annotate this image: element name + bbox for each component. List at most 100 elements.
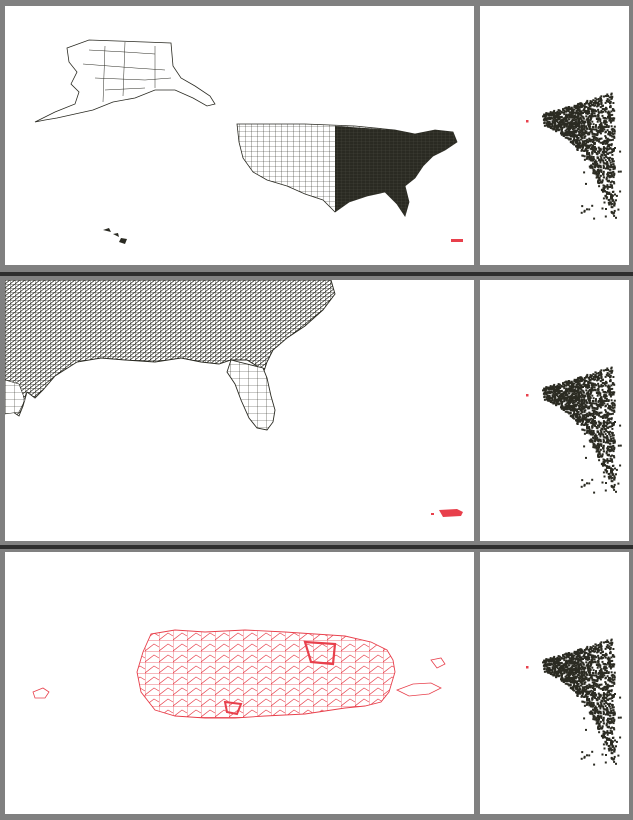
- scatter-point: [598, 131, 601, 134]
- puerto-rico-map-icon[interactable]: [136, 629, 396, 719]
- scatter-point: [613, 202, 616, 205]
- scatter-point: [583, 410, 586, 413]
- scatter-point: [560, 384, 563, 387]
- scatter-point: [562, 117, 565, 120]
- scatter-point: [559, 125, 562, 128]
- scatter-point: [579, 684, 582, 687]
- scatter-point: [595, 98, 598, 101]
- scatter-point: [600, 171, 603, 173]
- scatter-point: [573, 652, 576, 655]
- scatter-point: [575, 416, 578, 418]
- scatter-point: [610, 144, 613, 147]
- scatter-point: [556, 121, 559, 124]
- scatter-point: [565, 653, 568, 656]
- scatter-point: [570, 120, 573, 123]
- scatter-point: [590, 138, 593, 141]
- scatter-point: [552, 127, 555, 130]
- scatter-point: [608, 711, 611, 714]
- scatter-point: [603, 413, 606, 416]
- scatter-point: [588, 699, 591, 702]
- scatter-point: [558, 664, 561, 666]
- scatter-point: [580, 392, 583, 395]
- scatter-point: [577, 113, 580, 115]
- scatter-point: [573, 119, 575, 122]
- scatter-point: [611, 153, 614, 156]
- scatter-point: [603, 734, 606, 737]
- scatter-point: [596, 162, 599, 165]
- scatter-highlight-point[interactable]: [526, 666, 529, 669]
- scatter-point: [610, 749, 613, 752]
- scatter-point: [602, 460, 605, 463]
- scatter-point: [565, 113, 568, 116]
- scatter-point: [608, 179, 610, 182]
- scatter-panel-1[interactable]: [480, 6, 629, 265]
- scatter-point: [593, 409, 596, 412]
- scatter-point: [553, 655, 556, 658]
- scatter-point: [608, 665, 611, 668]
- mona-island: [32, 687, 50, 699]
- scatter-point: [571, 108, 574, 111]
- scatter-point: [615, 745, 617, 748]
- scatter-point: [583, 402, 586, 405]
- scatter-point: [592, 432, 595, 435]
- scatter-panel-3[interactable]: [480, 552, 629, 814]
- map-panel-southeast[interactable]: [5, 280, 474, 541]
- scatter-point: [595, 129, 598, 132]
- scatter-point: [551, 394, 554, 397]
- scatter-point: [592, 654, 595, 657]
- scatter-point: [569, 127, 572, 130]
- scatter-point: [582, 112, 584, 114]
- scatter-point: [560, 676, 563, 679]
- scatter-point: [589, 673, 592, 676]
- scatter-point: [550, 669, 553, 672]
- scatter-point: [608, 385, 611, 388]
- scatter-point: [613, 399, 616, 402]
- scatter-point: [573, 673, 576, 676]
- scatter-point: [543, 387, 546, 390]
- scatter-point: [602, 732, 605, 735]
- scatter-point: [599, 155, 602, 158]
- scatter-point: [591, 166, 593, 169]
- scatter-point: [568, 398, 571, 401]
- scatter-point: [570, 394, 573, 397]
- scatter-point: [571, 409, 574, 412]
- scatter-point: [593, 146, 596, 149]
- scatter-point: [583, 171, 586, 174]
- scatter-point: [549, 657, 552, 660]
- scatter-highlight-point[interactable]: [526, 120, 529, 123]
- puerto-rico-map-icon[interactable]: [451, 239, 463, 242]
- scatter-point: [594, 693, 596, 696]
- scatter-point: [569, 381, 572, 384]
- scatter-point: [605, 471, 608, 474]
- scatter-point: [568, 124, 571, 127]
- scatter-point: [599, 132, 602, 135]
- map-panel-full-us[interactable]: [5, 6, 474, 265]
- scatter-point: [579, 408, 582, 411]
- scatter-point: [543, 670, 546, 673]
- scatter-panel-2[interactable]: [480, 280, 629, 541]
- scatter-highlight-point[interactable]: [526, 394, 529, 397]
- scatter-point: [604, 433, 607, 436]
- scatter-point: [582, 658, 584, 660]
- map-panel-puerto-rico[interactable]: [5, 552, 474, 814]
- puerto-rico-map-icon[interactable]: [431, 509, 463, 517]
- scatter-point: [575, 390, 578, 392]
- scatter-point: [542, 661, 544, 664]
- scatter-point: [543, 398, 546, 401]
- scatter-point: [576, 412, 579, 415]
- scatter-point: [583, 377, 586, 379]
- scatter-point: [586, 152, 588, 155]
- scatter-point: [580, 114, 583, 117]
- scatter-point: [576, 143, 579, 146]
- scatter-point: [608, 203, 611, 206]
- scatter-point: [579, 667, 582, 670]
- scatter-point: [567, 652, 570, 655]
- scatter-point: [571, 131, 574, 134]
- scatter-point: [606, 98, 609, 101]
- scatter-point: [578, 117, 581, 120]
- scatter-point: [610, 120, 613, 123]
- scatter-point: [583, 755, 586, 758]
- scatter-point: [609, 405, 612, 408]
- scatter-point: [599, 666, 602, 669]
- scatter-point: [582, 390, 585, 393]
